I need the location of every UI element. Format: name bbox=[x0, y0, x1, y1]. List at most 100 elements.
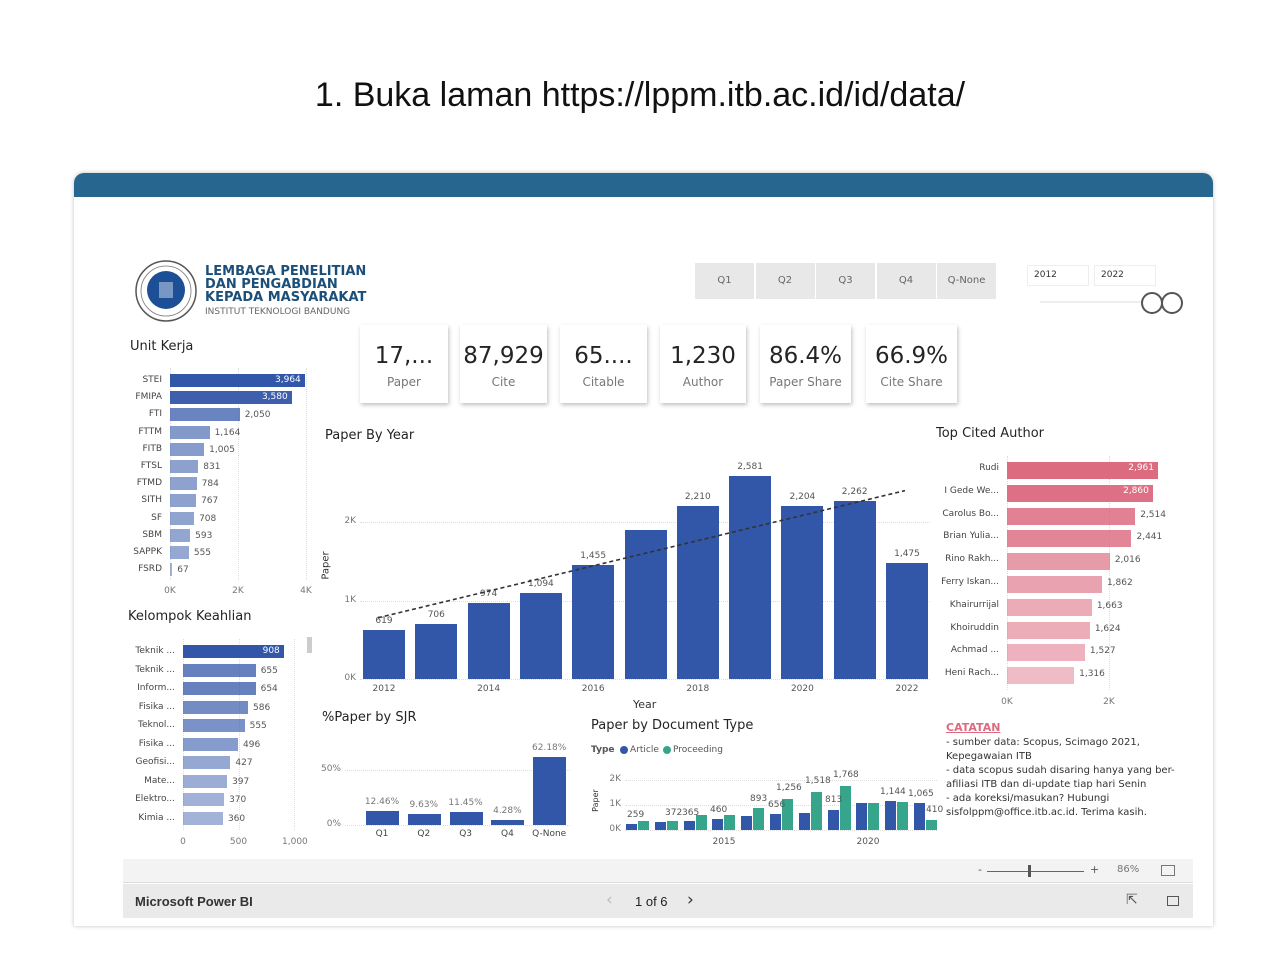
bar[interactable] bbox=[183, 700, 249, 714]
bar[interactable] bbox=[449, 812, 483, 825]
bar[interactable] bbox=[170, 511, 195, 525]
kpi-value: 17,... bbox=[374, 343, 434, 369]
bar-article[interactable] bbox=[741, 816, 753, 830]
bar-article[interactable] bbox=[654, 821, 666, 830]
x-axis-title: Year bbox=[633, 698, 657, 711]
bar[interactable] bbox=[624, 529, 667, 679]
bar-proceeding[interactable] bbox=[638, 820, 649, 830]
kpi-value: 87,929 bbox=[463, 343, 544, 369]
bar[interactable] bbox=[170, 477, 197, 491]
bar[interactable] bbox=[676, 505, 719, 679]
year-slider-handle-end[interactable] bbox=[1161, 292, 1183, 314]
bar[interactable] bbox=[533, 756, 567, 825]
bar-article[interactable] bbox=[914, 803, 925, 830]
data-label: 908 bbox=[262, 646, 280, 656]
bar[interactable] bbox=[519, 593, 562, 679]
bar-proceeding[interactable] bbox=[753, 807, 765, 830]
bar-article[interactable] bbox=[827, 809, 839, 830]
bar[interactable] bbox=[572, 564, 615, 679]
bar[interactable] bbox=[1007, 484, 1153, 502]
bar[interactable] bbox=[170, 563, 173, 577]
bar-proceeding[interactable] bbox=[782, 798, 793, 830]
bar-proceeding[interactable] bbox=[897, 802, 909, 830]
next-page-icon[interactable]: › bbox=[687, 890, 694, 910]
bar[interactable] bbox=[170, 528, 191, 542]
itb-seal-logo bbox=[135, 260, 197, 322]
bar[interactable] bbox=[183, 737, 239, 751]
bar-proceeding[interactable] bbox=[724, 814, 736, 830]
zoom-slider-thumb[interactable] bbox=[1028, 865, 1031, 877]
bar[interactable] bbox=[1007, 462, 1158, 479]
bar-article[interactable] bbox=[683, 820, 695, 830]
zoom-slider[interactable] bbox=[987, 871, 1084, 872]
kpi-card-cite: 87,929 Cite bbox=[460, 325, 547, 403]
bar-article[interactable] bbox=[712, 818, 724, 830]
bar[interactable] bbox=[1007, 576, 1102, 593]
bar[interactable] bbox=[183, 774, 228, 788]
bar-article[interactable] bbox=[856, 802, 868, 830]
bar-proceeding[interactable] bbox=[810, 792, 822, 830]
bar[interactable] bbox=[183, 756, 231, 769]
bar[interactable] bbox=[183, 663, 256, 677]
bar[interactable] bbox=[170, 408, 240, 422]
year-from-input[interactable]: 2012 bbox=[1027, 265, 1089, 286]
bar[interactable] bbox=[366, 811, 399, 825]
bar[interactable] bbox=[1007, 507, 1136, 525]
quartile-filter-q4[interactable]: Q4 bbox=[876, 263, 936, 299]
bar[interactable] bbox=[415, 623, 458, 679]
bar-proceeding[interactable] bbox=[695, 815, 707, 830]
bar[interactable] bbox=[170, 494, 197, 508]
bar[interactable] bbox=[183, 682, 256, 695]
legend-item[interactable]: Article bbox=[630, 745, 659, 755]
bar[interactable] bbox=[1007, 644, 1085, 662]
year-slider-handle-start[interactable] bbox=[1141, 292, 1163, 314]
bar[interactable] bbox=[491, 820, 525, 825]
bar[interactable] bbox=[183, 645, 284, 658]
bar-proceeding[interactable] bbox=[868, 802, 880, 830]
bar[interactable] bbox=[1007, 667, 1075, 685]
bar-article[interactable] bbox=[626, 823, 637, 830]
share-icon[interactable]: ⇱ bbox=[1126, 892, 1138, 908]
bar[interactable] bbox=[1007, 530, 1132, 548]
year-slider-track[interactable] bbox=[1040, 301, 1150, 303]
bar[interactable] bbox=[170, 374, 305, 387]
zoom-out-button[interactable]: - bbox=[978, 863, 982, 876]
bar[interactable] bbox=[1007, 621, 1090, 639]
bar[interactable] bbox=[407, 814, 441, 825]
bar[interactable] bbox=[1007, 598, 1092, 616]
bar[interactable] bbox=[833, 501, 876, 679]
bar[interactable] bbox=[729, 476, 772, 679]
fit-to-page-icon[interactable] bbox=[1161, 865, 1175, 876]
legend-item[interactable]: Proceeding bbox=[673, 745, 723, 755]
bar[interactable] bbox=[170, 391, 292, 405]
bar-article[interactable] bbox=[770, 813, 781, 830]
data-label: 11.45% bbox=[448, 798, 483, 809]
bar[interactable] bbox=[170, 460, 199, 473]
bar[interactable] bbox=[183, 719, 245, 732]
bar[interactable] bbox=[1007, 553, 1110, 571]
bar-proceeding[interactable] bbox=[666, 820, 678, 830]
bar-article[interactable] bbox=[798, 812, 810, 830]
bar[interactable] bbox=[886, 563, 928, 679]
bar[interactable] bbox=[781, 505, 824, 679]
bar-article[interactable] bbox=[885, 801, 897, 830]
quartile-filter-q-none[interactable]: Q-None bbox=[937, 263, 996, 299]
quartile-filter-q2[interactable]: Q2 bbox=[755, 263, 815, 299]
bar[interactable] bbox=[170, 425, 210, 439]
scrollbar-thumb[interactable] bbox=[307, 637, 312, 653]
bar-proceeding[interactable] bbox=[839, 785, 851, 830]
bar[interactable] bbox=[170, 546, 189, 559]
powerbi-brand-link[interactable]: Microsoft Power BI bbox=[135, 894, 253, 909]
bar-proceeding[interactable] bbox=[926, 819, 937, 830]
bar[interactable] bbox=[170, 442, 205, 456]
bar[interactable] bbox=[183, 793, 225, 806]
previous-page-icon[interactable]: ‹ bbox=[606, 890, 613, 910]
open-in-new-window-icon[interactable] bbox=[1167, 896, 1179, 906]
quartile-filter-q3[interactable]: Q3 bbox=[816, 263, 875, 299]
zoom-in-button[interactable]: + bbox=[1090, 863, 1100, 876]
bar[interactable] bbox=[183, 811, 223, 825]
quartile-filter-q1[interactable]: Q1 bbox=[695, 263, 754, 299]
bar[interactable] bbox=[467, 602, 510, 679]
bar[interactable] bbox=[363, 630, 405, 679]
year-to-input[interactable]: 2022 bbox=[1094, 265, 1156, 286]
